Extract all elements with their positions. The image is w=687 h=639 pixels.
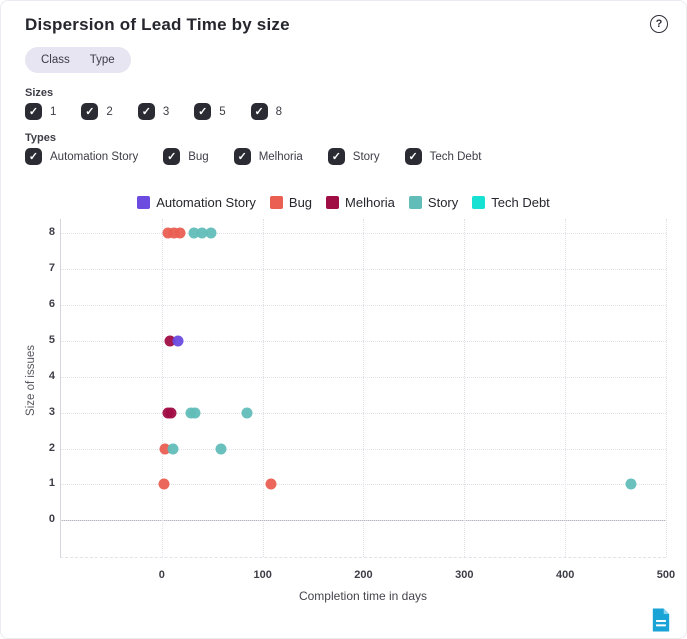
data-point-bug[interactable] [174, 227, 186, 239]
data-point-story[interactable] [188, 227, 200, 239]
checkbox-checked-icon: ✓ [327, 148, 345, 165]
y-tick-label-7: 7 [48, 262, 55, 275]
y-tick-label-1: 1 [48, 477, 55, 490]
checkbox-checked-icon: ✓ [250, 103, 268, 120]
gridline-x-200 [363, 219, 365, 557]
legend-item-story[interactable]: Story [408, 195, 459, 210]
size-checkbox-5[interactable]: ✓ 5 [194, 103, 226, 120]
checkbox-label: 3 [162, 105, 170, 118]
checkbox-label: Melhoria [258, 150, 303, 163]
legend-item-bug[interactable]: Bug [269, 195, 313, 210]
sizes-checkbox-row: ✓ 1 ✓ 2 ✓ 3 ✓ 5 ✓ 8 [25, 103, 282, 120]
y-tick-label-5: 5 [48, 333, 55, 346]
checkbox-label: 5 [219, 105, 226, 118]
checkbox-label: Automation Story [50, 150, 139, 163]
checkbox-label: 8 [275, 105, 283, 118]
legend-label: Automation Story [156, 195, 256, 210]
types-group-label: Types [25, 132, 56, 144]
data-point-story[interactable] [625, 478, 637, 490]
data-point-story[interactable] [241, 407, 253, 419]
data-point-bug[interactable] [265, 478, 277, 490]
legend-swatch-icon [269, 196, 283, 209]
size-checkbox-3[interactable]: ✓ 3 [137, 103, 170, 120]
x-tick-label-400: 400 [555, 569, 575, 581]
checkbox-checked-icon: ✓ [163, 148, 181, 165]
data-point-bug[interactable] [162, 227, 174, 239]
data-point-story[interactable] [189, 407, 201, 419]
checkbox-checked-icon: ✓ [194, 103, 212, 120]
type-checkbox-melhoria[interactable]: ✓ Melhoria [233, 148, 303, 165]
x-tick-label-300: 300 [455, 569, 474, 581]
legend-label: Story [427, 195, 459, 210]
types-checkbox-row: ✓ Automation Story ✓ Bug ✓ Melhoria ✓ Story ✓ Tec… [25, 148, 481, 165]
legend-item-tech-debt[interactable]: Tech Debt [472, 195, 550, 210]
data-point-story[interactable] [205, 227, 217, 239]
data-point-melhoria[interactable] [164, 335, 176, 347]
help-icon[interactable]: ? [650, 15, 668, 33]
x-tick-label-0: 0 [158, 569, 165, 581]
gridline-x-100 [262, 219, 264, 557]
checkbox-checked-icon: ✓ [137, 103, 155, 120]
type-checkbox-story[interactable]: ✓ Story [327, 148, 380, 165]
gridline-x-300 [464, 219, 466, 557]
size-checkbox-1[interactable]: ✓ 1 [25, 103, 56, 120]
x-tick-label-200: 200 [354, 569, 373, 581]
data-point-story[interactable] [167, 443, 179, 455]
checkbox-checked-icon: ✓ [81, 103, 99, 120]
checkbox-label: Tech Debt [429, 150, 482, 163]
checkbox-checked-icon: ✓ [404, 148, 422, 165]
legend-item-automation-story[interactable]: Automation Story [137, 195, 256, 210]
checkbox-checked-icon: ✓ [25, 103, 42, 120]
legend-label: Tech Debt [491, 195, 550, 210]
y-tick-label-0: 0 [48, 513, 55, 526]
data-point-automation-story[interactable] [172, 335, 184, 347]
data-point-story[interactable] [196, 227, 208, 239]
data-point-bug[interactable] [159, 443, 171, 455]
legend-swatch-icon [137, 196, 151, 209]
page-title: Dispersion of Lead Time by size [25, 15, 290, 34]
legend-swatch-icon [326, 196, 340, 209]
data-point-bug[interactable] [168, 227, 180, 239]
toggle-option-type[interactable]: Type [89, 54, 115, 66]
legend-item-melhoria[interactable]: Melhoria [326, 195, 395, 210]
type-checkbox-automation-story[interactable]: ✓ Automation Story [25, 148, 138, 165]
widget-header: Dispersion of Lead Time by size ? [25, 15, 668, 35]
y-tick-label-6: 6 [48, 298, 55, 311]
checkbox-checked-icon: ✓ [25, 148, 42, 165]
type-checkbox-bug[interactable]: ✓ Bug [163, 148, 209, 165]
checkbox-label: Bug [188, 150, 209, 163]
legend-swatch-icon [472, 196, 486, 209]
chart-legend: Automation Story Bug Melhoria Story Tech Deb… [1, 195, 686, 210]
y-tick-label-2: 2 [48, 441, 55, 454]
type-checkbox-tech-debt[interactable]: ✓ Tech Debt [404, 148, 482, 165]
plot-area: 0 1 2 3 4 5 6 7 8 0 100 200 300 400 500 [49, 219, 675, 581]
document-export-icon[interactable] [650, 608, 672, 632]
checkbox-label: 2 [106, 105, 113, 118]
gridline-x-0 [161, 219, 163, 557]
legend-label: Melhoria [345, 195, 395, 210]
data-point-story[interactable] [215, 443, 227, 455]
toggle-option-class[interactable]: Class [41, 54, 70, 66]
data-point-melhoria[interactable] [165, 407, 177, 419]
x-axis-title: Completion time in days [298, 589, 428, 603]
y-tick-label-8: 8 [48, 226, 55, 239]
gridline-x-500 [665, 219, 667, 557]
x-tick-label-100: 100 [253, 569, 272, 581]
y-tick-label-4: 4 [48, 369, 55, 382]
legend-swatch-icon [408, 196, 422, 209]
checkbox-checked-icon: ✓ [233, 148, 251, 165]
size-checkbox-8[interactable]: ✓ 8 [250, 103, 283, 120]
checkbox-label: 1 [50, 105, 57, 118]
size-checkbox-2[interactable]: ✓ 2 [81, 103, 113, 120]
checkbox-label: Story [352, 150, 380, 163]
sizes-group-label: Sizes [25, 87, 54, 99]
y-tick-label-3: 3 [48, 405, 55, 418]
x-tick-label-500: 500 [656, 569, 676, 581]
class-type-toggle: Class Type [25, 47, 131, 73]
data-point-bug[interactable] [158, 478, 170, 490]
gridline-x-400 [565, 219, 567, 557]
legend-label: Bug [288, 195, 313, 210]
